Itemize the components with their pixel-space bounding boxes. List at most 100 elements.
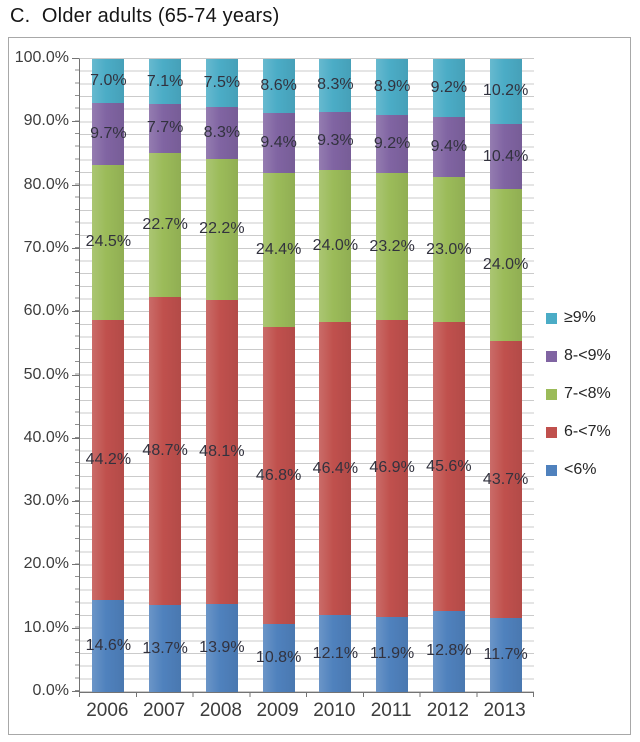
y-axis-label: 60.0% xyxy=(23,302,69,320)
data-label: 24.5% xyxy=(85,233,132,251)
data-label: 13.7% xyxy=(142,639,188,657)
bar-segment: 24.0% xyxy=(313,170,358,323)
data-label: 9.4% xyxy=(260,134,297,152)
data-label: 10.4% xyxy=(482,147,529,165)
x-axis-label: 2009 xyxy=(256,700,299,721)
y-axis-label: 90.0% xyxy=(23,112,69,130)
stacked-bar: 14.6% 44.2% 24.5% 9.7% 7.0% xyxy=(86,59,131,692)
bar-segment: 48.1% xyxy=(199,299,245,605)
data-label: 10.8% xyxy=(255,648,302,666)
y-axis-major-tick xyxy=(72,247,79,249)
data-label: 24.0% xyxy=(482,256,529,274)
y-axis-major-tick xyxy=(72,437,79,439)
data-label: 43.7% xyxy=(482,470,529,488)
bar-segment: 9.3% xyxy=(317,111,354,171)
y-axis-major-tick xyxy=(72,627,79,629)
bar-segment: 8.9% xyxy=(373,59,411,116)
bar-segment: 13.7% xyxy=(142,605,188,692)
bar-2006: 14.6% 44.2% 24.5% 9.7% 7.0% xyxy=(80,59,137,692)
bar-segment: 22.7% xyxy=(142,152,188,297)
bar-segment: 10.2% xyxy=(483,59,528,124)
data-label: 22.2% xyxy=(199,220,245,238)
legend-label: <6% xyxy=(564,461,597,478)
data-label: 9.2% xyxy=(430,79,468,97)
bar-segment: 9.2% xyxy=(373,115,411,174)
chart-container: 14.6% 44.2% 24.5% 9.7% 7.0% 13.7% 48.7% 22.7% 7.… xyxy=(8,37,631,735)
legend-item: 7-<8% xyxy=(546,384,611,404)
stacked-bar: 13.7% 48.7% 22.7% 7.7% 7.1% xyxy=(142,59,188,692)
bar-segment: 11.7% xyxy=(484,617,528,692)
x-axis: 2006 2007 2008 2009 2010 2011 2012 2013 xyxy=(79,700,533,722)
data-label: 12.1% xyxy=(312,644,359,662)
bar-segment: 24.5% xyxy=(86,164,131,320)
bar-segment: 22.2% xyxy=(199,159,245,300)
data-label: 12.8% xyxy=(426,642,472,660)
bar-segment: 13.9% xyxy=(199,604,245,692)
x-axis-label: 2008 xyxy=(199,700,243,721)
bar-segment: 46.9% xyxy=(369,320,415,617)
y-axis-major-tick xyxy=(72,121,79,123)
y-axis-major-tick xyxy=(72,691,79,692)
bar-segment: 23.0% xyxy=(426,176,472,323)
data-label: 9.3% xyxy=(317,131,354,149)
bars-group: 14.6% 44.2% 24.5% 9.7% 7.0% 13.7% 48.7% 22.7% 7.… xyxy=(80,59,534,692)
data-label: 8.3% xyxy=(317,76,354,94)
data-label: 23.0% xyxy=(426,240,472,258)
bar-2009: 10.8% 46.8% 24.4% 9.4% 8.6% xyxy=(250,59,307,692)
stacked-bar: 12.1% 46.4% 24.0% 9.3% 8.3% xyxy=(313,59,358,692)
plot-area: 14.6% 44.2% 24.5% 9.7% 7.0% 13.7% 48.7% 22.7% 7.… xyxy=(79,58,534,693)
data-label: 9.4% xyxy=(430,138,468,156)
y-axis-label: 10.0% xyxy=(23,618,69,636)
bar-segment: 46.8% xyxy=(256,327,301,624)
y-axis-label: 50.0% xyxy=(23,365,69,383)
data-label: 24.4% xyxy=(255,241,302,259)
data-label: 46.8% xyxy=(255,466,302,484)
data-label: 7.0% xyxy=(90,72,127,90)
bar-segment: 9.2% xyxy=(430,59,468,118)
bar-segment: 8.3% xyxy=(203,106,241,160)
data-label: 48.7% xyxy=(142,441,188,459)
x-axis-ticks xyxy=(79,692,534,697)
data-label: 48.1% xyxy=(199,442,245,460)
y-axis-major-tick xyxy=(72,501,79,503)
data-label: 46.4% xyxy=(312,459,359,477)
bar-segment: 8.6% xyxy=(260,59,297,114)
bar-segment: 10.4% xyxy=(483,123,528,190)
legend-label: 6-<7% xyxy=(564,423,611,440)
bar-segment: 46.4% xyxy=(313,322,358,616)
stacked-bar: 13.9% 48.1% 22.2% 8.3% 7.5% xyxy=(199,59,245,692)
stacked-bar: 10.8% 46.8% 24.4% 9.4% 8.6% xyxy=(256,59,301,692)
legend-item: 6-<7% xyxy=(546,422,611,442)
data-label: 9.2% xyxy=(373,135,411,153)
bar-segment: 9.7% xyxy=(90,103,127,165)
bar-segment: 24.4% xyxy=(256,172,301,328)
bar-segment: 14.6% xyxy=(86,599,131,692)
bar-segment: 9.4% xyxy=(430,117,468,177)
data-label: 9.7% xyxy=(90,125,127,143)
bar-2011: 11.9% 46.9% 23.2% 9.2% 8.9% xyxy=(364,59,421,692)
bar-2012: 12.8% 45.6% 23.0% 9.4% 9.2% xyxy=(421,59,478,692)
bar-2007: 13.7% 48.7% 22.7% 7.7% 7.1% xyxy=(137,59,194,692)
legend-swatch-icon xyxy=(546,464,557,476)
legend-swatch-icon xyxy=(546,388,557,400)
x-axis-label: 2007 xyxy=(142,700,186,721)
legend-item: <6% xyxy=(546,460,611,480)
x-axis-label: 2012 xyxy=(426,700,470,721)
legend: ≥9% 8-<9% 7-<8% 6-<7% <6% xyxy=(546,308,611,498)
data-label: 45.6% xyxy=(426,457,472,475)
x-axis-label: 2011 xyxy=(370,700,412,721)
bar-segment: 23.2% xyxy=(369,173,415,321)
data-label: 8.9% xyxy=(373,78,411,96)
bar-segment: 44.2% xyxy=(86,319,131,600)
bar-segment: 7.7% xyxy=(146,104,184,153)
bar-segment: 7.1% xyxy=(147,59,183,105)
data-label: 8.3% xyxy=(203,123,241,141)
data-label: 10.2% xyxy=(482,82,529,100)
y-axis-label: 80.0% xyxy=(23,175,69,193)
legend-label: 7-<8% xyxy=(564,385,611,402)
bar-2010: 12.1% 46.4% 24.0% 9.3% 8.3% xyxy=(307,59,364,692)
bar-segment: 7.0% xyxy=(90,59,127,104)
data-label: 7.7% xyxy=(146,119,184,137)
bar-segment: 10.8% xyxy=(256,623,301,692)
y-axis-major-tick xyxy=(72,374,79,376)
